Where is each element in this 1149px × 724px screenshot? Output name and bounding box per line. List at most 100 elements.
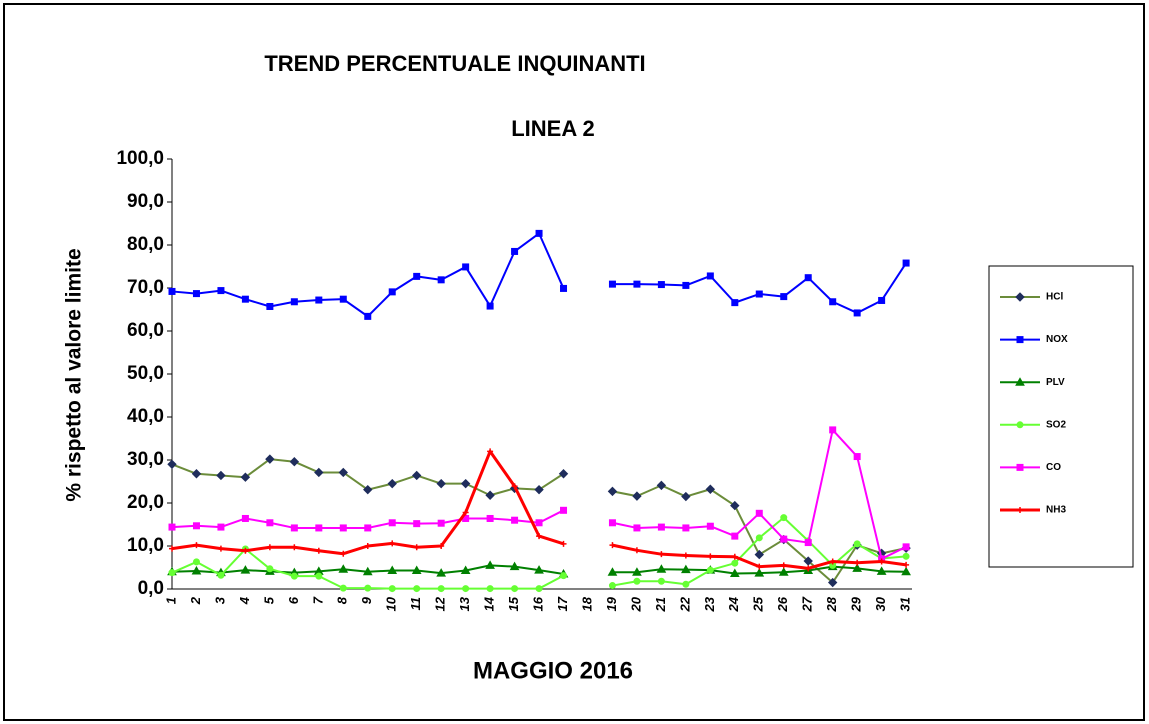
marker [658, 551, 665, 558]
marker [460, 565, 471, 575]
marker [486, 585, 494, 593]
x-tick-label: 17 [555, 596, 570, 611]
marker [266, 519, 274, 527]
marker [364, 524, 372, 532]
marker [778, 567, 789, 576]
marker [681, 491, 691, 502]
marker [633, 577, 641, 585]
legend-label: HCl [1046, 292, 1063, 303]
x-tick-label: 7 [310, 596, 325, 604]
marker [241, 295, 249, 303]
legend-label: CO [1046, 462, 1061, 473]
marker [436, 478, 446, 489]
marker [558, 469, 569, 479]
marker [657, 281, 665, 289]
legend-box [988, 265, 1134, 568]
x-tick-label: 13 [457, 596, 472, 611]
marker [240, 472, 251, 482]
marker [608, 582, 616, 590]
marker [682, 281, 690, 289]
marker [315, 547, 322, 554]
marker [657, 523, 665, 531]
marker [1016, 421, 1024, 429]
marker [511, 585, 519, 593]
marker [755, 290, 763, 298]
marker [217, 287, 225, 295]
marker [560, 572, 568, 580]
marker [387, 565, 398, 575]
marker [339, 295, 347, 303]
marker [633, 524, 641, 532]
x-tick-label: 15 [506, 596, 521, 611]
marker [681, 564, 691, 574]
x-tick-label: 11 [408, 597, 423, 611]
marker [854, 559, 861, 566]
marker [902, 259, 910, 267]
marker [290, 524, 298, 532]
marker [633, 280, 641, 288]
marker [534, 565, 544, 574]
marker [315, 296, 323, 304]
marker [241, 514, 249, 522]
marker [362, 566, 373, 576]
legend-label: NOX [1046, 334, 1068, 345]
marker [216, 470, 226, 481]
marker [509, 561, 520, 571]
marker [217, 523, 225, 531]
marker [217, 571, 225, 579]
marker [511, 516, 519, 524]
marker [1016, 463, 1024, 471]
x-tick-label: 6 [286, 596, 301, 604]
marker [437, 276, 445, 284]
marker [436, 568, 447, 577]
marker [339, 584, 347, 592]
x-tick-label: 27 [800, 596, 815, 612]
marker [291, 544, 298, 551]
marker [1016, 336, 1024, 344]
marker [706, 522, 714, 530]
marker [804, 274, 812, 282]
marker [340, 550, 347, 557]
marker [755, 509, 763, 517]
chart-subtitle: LINEA 2 [511, 116, 595, 141]
marker [731, 553, 738, 560]
marker [388, 585, 396, 593]
y-tick-label: 0,0 [138, 578, 164, 599]
marker [168, 523, 176, 531]
marker [413, 544, 420, 551]
chart-title: TREND PERCENTUALE INQUINANTI [264, 51, 645, 76]
y-axis-title: % rispetto al valore limite [63, 248, 86, 501]
marker [656, 480, 667, 491]
marker [265, 454, 275, 464]
marker [682, 524, 690, 532]
x-tick-label: 4 [237, 596, 252, 605]
marker [462, 585, 470, 593]
y-tick-label: 60,0 [127, 320, 164, 341]
y-tick-label: 40,0 [127, 406, 164, 427]
marker [389, 540, 396, 547]
marker [338, 564, 349, 573]
marker [804, 539, 812, 547]
marker [656, 564, 667, 573]
marker [731, 559, 739, 567]
marker [485, 560, 495, 569]
x-tick-label: 12 [433, 596, 448, 611]
marker [607, 486, 618, 497]
legend-label: PLV [1046, 377, 1065, 388]
marker [413, 520, 421, 528]
marker [633, 547, 640, 554]
marker [192, 522, 200, 530]
marker [901, 566, 911, 576]
marker [534, 484, 544, 495]
marker [364, 584, 372, 592]
y-tick-label: 50,0 [127, 363, 164, 384]
marker [536, 533, 543, 540]
marker [730, 500, 740, 511]
marker [315, 572, 323, 580]
marker [755, 534, 763, 542]
marker [780, 514, 788, 522]
marker [168, 569, 176, 577]
marker [167, 459, 177, 470]
marker [731, 299, 739, 307]
x-tick-label: 19 [604, 596, 619, 611]
